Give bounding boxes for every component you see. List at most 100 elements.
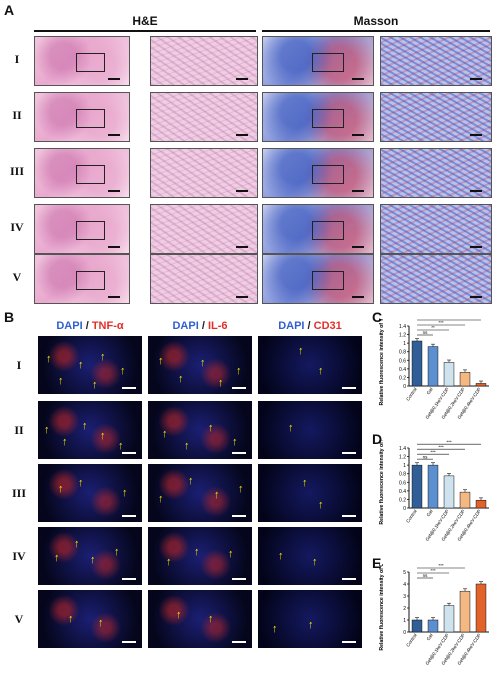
fluorescence-image bbox=[148, 590, 252, 648]
arrow-icon: ↑ bbox=[68, 613, 74, 625]
panel-letter-b: B bbox=[4, 309, 15, 325]
y-tick-label: 0.4 bbox=[399, 367, 406, 373]
inset-box bbox=[311, 220, 345, 240]
arrow-icon: ↑ bbox=[184, 440, 190, 452]
arrow-icon: ↑ bbox=[82, 420, 88, 432]
arrow-icon: ↑ bbox=[54, 552, 60, 564]
panel-letter-d: D bbox=[372, 431, 383, 447]
bar bbox=[459, 372, 471, 387]
arrow-icon: ↑ bbox=[122, 487, 128, 499]
bar bbox=[427, 346, 439, 387]
y-tick-label: 0.2 bbox=[399, 375, 406, 381]
scale-bar bbox=[352, 78, 364, 80]
arrow-icon: ↑ bbox=[214, 489, 220, 501]
masson-overview bbox=[262, 36, 374, 86]
scale-bar bbox=[352, 134, 364, 136]
dapi-label: DAPI bbox=[172, 320, 199, 332]
scale-bar bbox=[122, 641, 136, 643]
scale-bar bbox=[470, 296, 482, 298]
arrow-icon: ↑ bbox=[188, 475, 194, 487]
arrow-icon: ↑ bbox=[62, 436, 68, 448]
he-overview bbox=[34, 92, 130, 142]
arrow-icon: ↑ bbox=[78, 477, 84, 489]
scale-bar bbox=[352, 296, 364, 298]
slash: / bbox=[201, 320, 205, 332]
y-tick-label: 1 bbox=[403, 341, 406, 347]
he-underline bbox=[34, 30, 256, 32]
row-label-b: V bbox=[14, 612, 24, 626]
scale-bar bbox=[470, 134, 482, 136]
stain-label-tnf: DAPI / TNF-α bbox=[40, 320, 140, 332]
scale-bar bbox=[236, 246, 248, 248]
y-tick-label: 4 bbox=[403, 582, 406, 588]
arrow-icon: ↑ bbox=[312, 556, 318, 568]
row-label-a: II bbox=[12, 108, 22, 122]
he-title: H&E bbox=[132, 14, 158, 28]
y-tick-label: 0.6 bbox=[399, 358, 406, 364]
fluorescence-image bbox=[148, 401, 252, 459]
masson-overview bbox=[262, 254, 374, 304]
row-label-b: I bbox=[16, 358, 22, 372]
fluorescence-image bbox=[38, 401, 142, 459]
fluorescence-image bbox=[148, 527, 252, 585]
dapi-label: DAPI bbox=[56, 320, 83, 332]
scale-bar bbox=[232, 515, 246, 517]
significance-label: *** bbox=[430, 568, 436, 573]
inset-box bbox=[311, 270, 345, 290]
marker-label: IL-6 bbox=[207, 320, 228, 332]
scale-bar bbox=[122, 387, 136, 389]
scale-bar bbox=[122, 515, 136, 517]
masson-overview bbox=[262, 148, 374, 198]
arrow-icon: ↑ bbox=[120, 365, 126, 377]
arrow-icon: ↑ bbox=[178, 373, 184, 385]
he-zoom bbox=[150, 92, 258, 142]
scale-bar bbox=[232, 387, 246, 389]
arrow-icon: ↑ bbox=[218, 377, 224, 389]
fluorescence-image bbox=[258, 464, 362, 522]
inset-box bbox=[311, 164, 345, 184]
y-tick-label: 0.8 bbox=[399, 350, 406, 356]
he-overview bbox=[34, 254, 130, 304]
row-label-b: III bbox=[11, 486, 26, 500]
y-tick-label: 0 bbox=[403, 384, 406, 390]
significance-label: *** bbox=[430, 449, 436, 454]
masson-title: Masson bbox=[353, 14, 399, 28]
arrow-icon: ↑ bbox=[118, 440, 124, 452]
scale-bar bbox=[232, 641, 246, 643]
row-label-a: I bbox=[14, 52, 20, 66]
fluorescence-image bbox=[38, 590, 142, 648]
masson-zoom bbox=[380, 36, 492, 86]
slash: / bbox=[85, 320, 89, 332]
arrow-icon: ↑ bbox=[228, 548, 234, 560]
arrow-icon: ↑ bbox=[302, 477, 308, 489]
scale-bar bbox=[108, 296, 120, 298]
y-tick-label: 3 bbox=[403, 594, 406, 600]
chart-c: Relative fluorescence intensity of TNF-α… bbox=[379, 318, 489, 420]
y-tick-label: 1.4 bbox=[399, 324, 406, 330]
y-tick-label: 2 bbox=[403, 606, 406, 612]
masson-underline bbox=[262, 30, 490, 32]
bar bbox=[443, 605, 455, 633]
arrow-icon: ↑ bbox=[58, 483, 64, 495]
scale-bar bbox=[470, 78, 482, 80]
panel-letter-a: A bbox=[4, 2, 15, 18]
significance-label: ns bbox=[423, 330, 429, 335]
inset-box bbox=[76, 270, 105, 290]
x-tick-label: Gel bbox=[426, 633, 434, 642]
scale-bar bbox=[342, 387, 356, 389]
bar bbox=[459, 491, 471, 509]
significance-label: ** bbox=[431, 325, 435, 330]
bar bbox=[475, 583, 487, 633]
row-label-a: III bbox=[9, 164, 24, 178]
panel-letter-e: E bbox=[372, 555, 382, 571]
row-label-a: IV bbox=[10, 220, 24, 234]
scale-bar bbox=[352, 246, 364, 248]
scale-bar bbox=[232, 452, 246, 454]
arrow-icon: ↑ bbox=[90, 554, 96, 566]
arrow-icon: ↑ bbox=[158, 355, 164, 367]
fluorescence-image bbox=[258, 590, 362, 648]
arrow-icon: ↑ bbox=[100, 430, 106, 442]
arrow-icon: ↑ bbox=[58, 375, 64, 387]
y-tick-label: 0 bbox=[403, 506, 406, 512]
fluorescence-image bbox=[148, 464, 252, 522]
